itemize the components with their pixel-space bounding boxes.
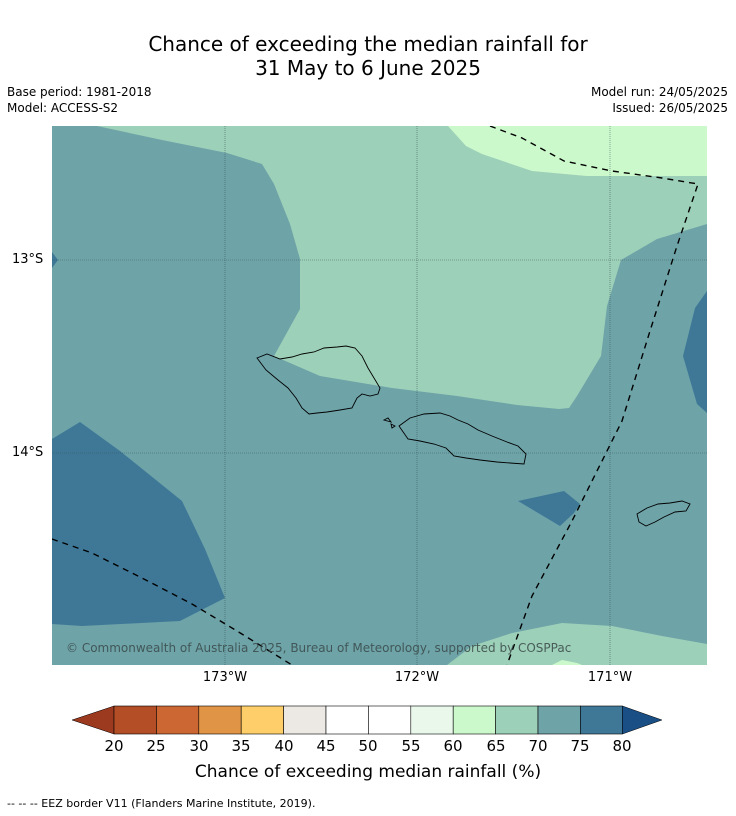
tick-30: 30	[189, 737, 209, 755]
band-75-80-small	[518, 491, 580, 526]
copyright-text: © Commonwealth of Australia 2025, Bureau…	[66, 641, 572, 655]
tick-45: 45	[316, 737, 336, 755]
lat-label-13s: 13°S	[12, 252, 44, 267]
tick-55: 55	[401, 737, 421, 755]
map-svg	[52, 126, 707, 665]
tick-60: 60	[443, 737, 463, 755]
upolu-island	[398, 412, 527, 465]
tutuila-island	[636, 500, 691, 527]
base-period: Base period: 1981-2018	[7, 85, 152, 99]
band-65-70-bottom	[447, 623, 707, 665]
colorbar-segments	[113, 705, 623, 735]
chart-title-line1: Chance of exceeding the median rainfall …	[148, 32, 588, 56]
lat-label-14s: 14°S	[12, 445, 44, 460]
tick-80: 80	[612, 737, 632, 755]
colorbar-arrow-low	[72, 705, 115, 735]
tick-65: 65	[486, 737, 506, 755]
meta-left: Base period: 1981-2018 Model: ACCESS-S2	[7, 84, 152, 116]
tick-75: 75	[570, 737, 590, 755]
manono-island	[382, 417, 393, 423]
lon-label-171w: 171°W	[587, 670, 633, 685]
tick-50: 50	[358, 737, 378, 755]
colorbar-arrow-high	[622, 705, 663, 735]
islands	[256, 345, 691, 527]
tick-40: 40	[274, 737, 294, 755]
band-75-80-left	[52, 422, 225, 626]
model-name: Model: ACCESS-S2	[7, 101, 119, 115]
eez-legend-note: -- -- -- EEZ border V11 (Flanders Marine…	[7, 797, 316, 810]
eez-border	[52, 126, 699, 665]
tick-25: 25	[146, 737, 166, 755]
tick-35: 35	[231, 737, 251, 755]
colorbar-label: Chance of exceeding median rainfall (%)	[194, 762, 542, 782]
issued-date: Issued: 26/05/2025	[612, 101, 728, 115]
savaii-island	[256, 345, 381, 415]
model-run: Model run: 24/05/2025	[590, 85, 728, 99]
map-panel	[52, 126, 707, 665]
band-60-65-top	[448, 126, 707, 176]
colorbar	[72, 705, 663, 735]
meta-right: Model run: 24/05/2025 Issued: 26/05/2025	[591, 84, 728, 116]
apolima-island	[390, 423, 396, 429]
tick-70: 70	[528, 737, 548, 755]
lon-label-173w: 173°W	[202, 670, 248, 685]
tick-20: 20	[104, 737, 124, 755]
lon-label-172w: 172°W	[394, 670, 440, 685]
band-65-70-top	[97, 126, 707, 409]
band-75-80-right	[683, 291, 707, 413]
band-60-65-bottom	[552, 660, 582, 665]
chart-title-line2: 31 May to 6 June 2025	[255, 56, 481, 80]
